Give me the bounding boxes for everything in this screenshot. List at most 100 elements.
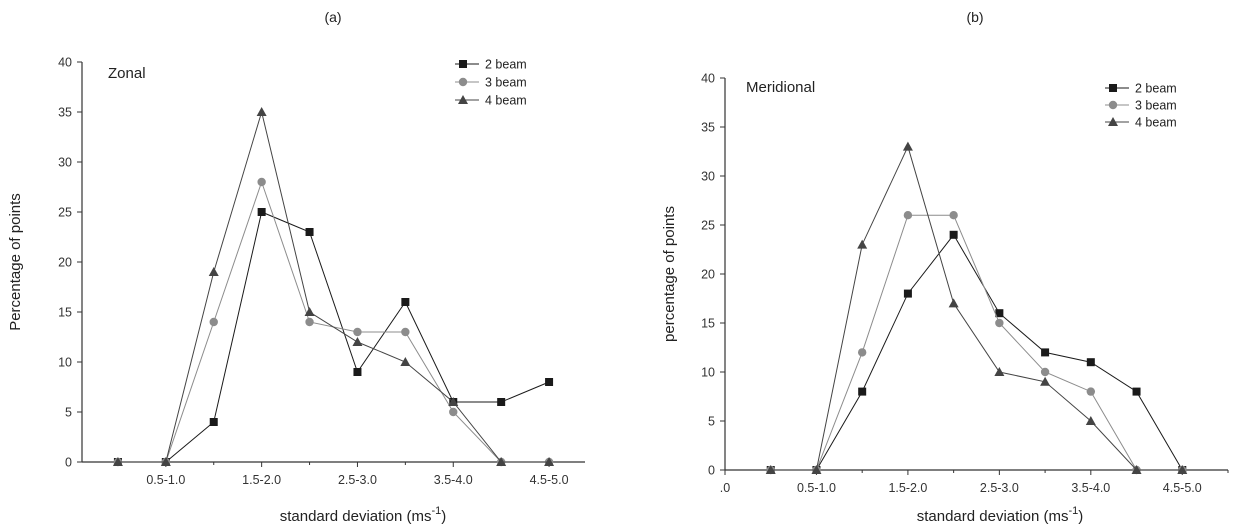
x-tick-label: 4.5-5.0 xyxy=(530,473,569,487)
data-point xyxy=(305,317,314,327)
chart-panel-0: (a) 0 5 10 15 20 25 30 35 40 0.5-1.0 1.5-2.0 2.5-3.0… xyxy=(7,9,585,525)
y-tick-label: 40 xyxy=(701,72,715,86)
data-point xyxy=(400,357,411,366)
chart-panel-1: (b) 0 5 10 15 20 25 30 35 40 .0 0.5-1.0 1.5-2.0 2.5-3… xyxy=(661,9,1229,525)
data-point xyxy=(903,211,913,220)
y-axis-title: Percentage of points xyxy=(7,193,24,331)
x-axis-title-superscript: -1 xyxy=(1068,505,1078,517)
data-point xyxy=(857,239,868,249)
x-axis-title-close: ) xyxy=(1078,508,1083,525)
y-tick-label: 30 xyxy=(701,170,715,184)
y-tick-label: 5 xyxy=(65,406,72,420)
y-tick-label: 25 xyxy=(58,206,72,220)
legend: 2 beam 3 beam 4 beam xyxy=(455,58,527,108)
series-0 xyxy=(113,208,554,466)
series-0 xyxy=(766,230,1187,474)
legend-marker xyxy=(459,60,467,68)
data-point xyxy=(208,267,219,276)
data-point xyxy=(209,418,218,426)
x-tick-label: 0.5-1.0 xyxy=(146,473,185,487)
series-line xyxy=(117,211,550,463)
data-point xyxy=(948,298,959,308)
x-axis-title-main: standard deviation (ms xyxy=(280,508,432,525)
y-tick-label: 5 xyxy=(708,415,715,429)
data-point xyxy=(353,327,362,337)
data-point xyxy=(995,318,1004,328)
data-point xyxy=(497,398,506,406)
legend-marker xyxy=(1108,100,1118,110)
legend-marker xyxy=(1109,84,1117,92)
y-tick-label: 15 xyxy=(701,317,715,331)
x-axis-title: standard deviation (ms-1) xyxy=(280,505,447,525)
legend-marker xyxy=(458,95,468,104)
data-point xyxy=(160,457,171,466)
y-tick-label: 0 xyxy=(65,456,72,470)
panel-label: (b) xyxy=(966,9,983,25)
x-tick-label: 2.5-3.0 xyxy=(980,481,1019,495)
data-point xyxy=(1040,376,1051,386)
y-tick-label: 25 xyxy=(701,219,715,233)
x-axis-title-superscript: -1 xyxy=(431,505,441,517)
data-point xyxy=(903,289,912,298)
data-point xyxy=(449,407,458,417)
data-point xyxy=(448,397,459,406)
y-tick-label: 20 xyxy=(701,268,715,282)
data-point xyxy=(545,378,554,386)
data-point xyxy=(857,348,867,357)
series-1 xyxy=(766,211,1187,475)
data-point xyxy=(256,107,267,116)
x-axis-title-main: standard deviation (ms xyxy=(917,508,1069,525)
series-line xyxy=(770,145,1183,471)
x-tick-label: .0 xyxy=(720,481,730,495)
series-2 xyxy=(765,141,1188,474)
data-point xyxy=(994,367,1005,376)
series-line xyxy=(117,110,550,463)
x-tick-label: 1.5-2.0 xyxy=(888,481,927,495)
y-tick-label: 0 xyxy=(708,464,715,478)
data-point xyxy=(496,457,507,466)
series-line xyxy=(770,233,1183,471)
data-point xyxy=(858,387,867,396)
series-1 xyxy=(113,177,554,467)
data-point xyxy=(401,298,410,306)
legend: 2 beam 3 beam 4 beam xyxy=(1105,82,1177,130)
data-point xyxy=(949,230,958,239)
data-point xyxy=(1131,465,1142,474)
data-point xyxy=(305,228,314,236)
x-tick-label: 0.5-1.0 xyxy=(797,481,836,495)
inset-title: Meridional xyxy=(746,79,815,96)
data-point xyxy=(949,211,958,220)
data-point xyxy=(1177,465,1188,474)
data-point xyxy=(1040,367,1050,377)
data-point xyxy=(902,141,913,151)
data-point xyxy=(304,307,315,316)
x-tick-label: 1.5-2.0 xyxy=(242,473,281,487)
y-axis-title: percentage of points xyxy=(661,206,678,342)
data-point xyxy=(257,177,266,187)
data-point xyxy=(811,465,822,474)
legend-marker xyxy=(1108,117,1118,126)
series-2 xyxy=(112,107,555,466)
data-point xyxy=(209,317,218,327)
x-tick-label: 2.5-3.0 xyxy=(338,473,377,487)
data-point xyxy=(353,368,362,376)
x-tick-label: 3.5-4.0 xyxy=(1071,481,1110,495)
data-point xyxy=(1086,387,1096,396)
x-axis-title-close: ) xyxy=(441,508,446,525)
data-point xyxy=(995,309,1004,318)
legend-label: 2 beam xyxy=(485,58,527,72)
x-tick-label: 4.5-5.0 xyxy=(1163,481,1202,495)
data-point xyxy=(1086,358,1095,367)
x-tick-label: 3.5-4.0 xyxy=(434,473,473,487)
legend-marker xyxy=(458,77,468,87)
data-point xyxy=(1041,348,1050,357)
legend-label: 2 beam xyxy=(1135,82,1177,96)
data-point xyxy=(112,457,123,466)
legend-label: 3 beam xyxy=(1135,99,1177,113)
y-tick-label: 35 xyxy=(701,121,715,135)
data-point xyxy=(1085,416,1096,425)
series-line xyxy=(117,180,550,463)
data-point xyxy=(1132,387,1141,396)
data-point xyxy=(401,327,410,337)
